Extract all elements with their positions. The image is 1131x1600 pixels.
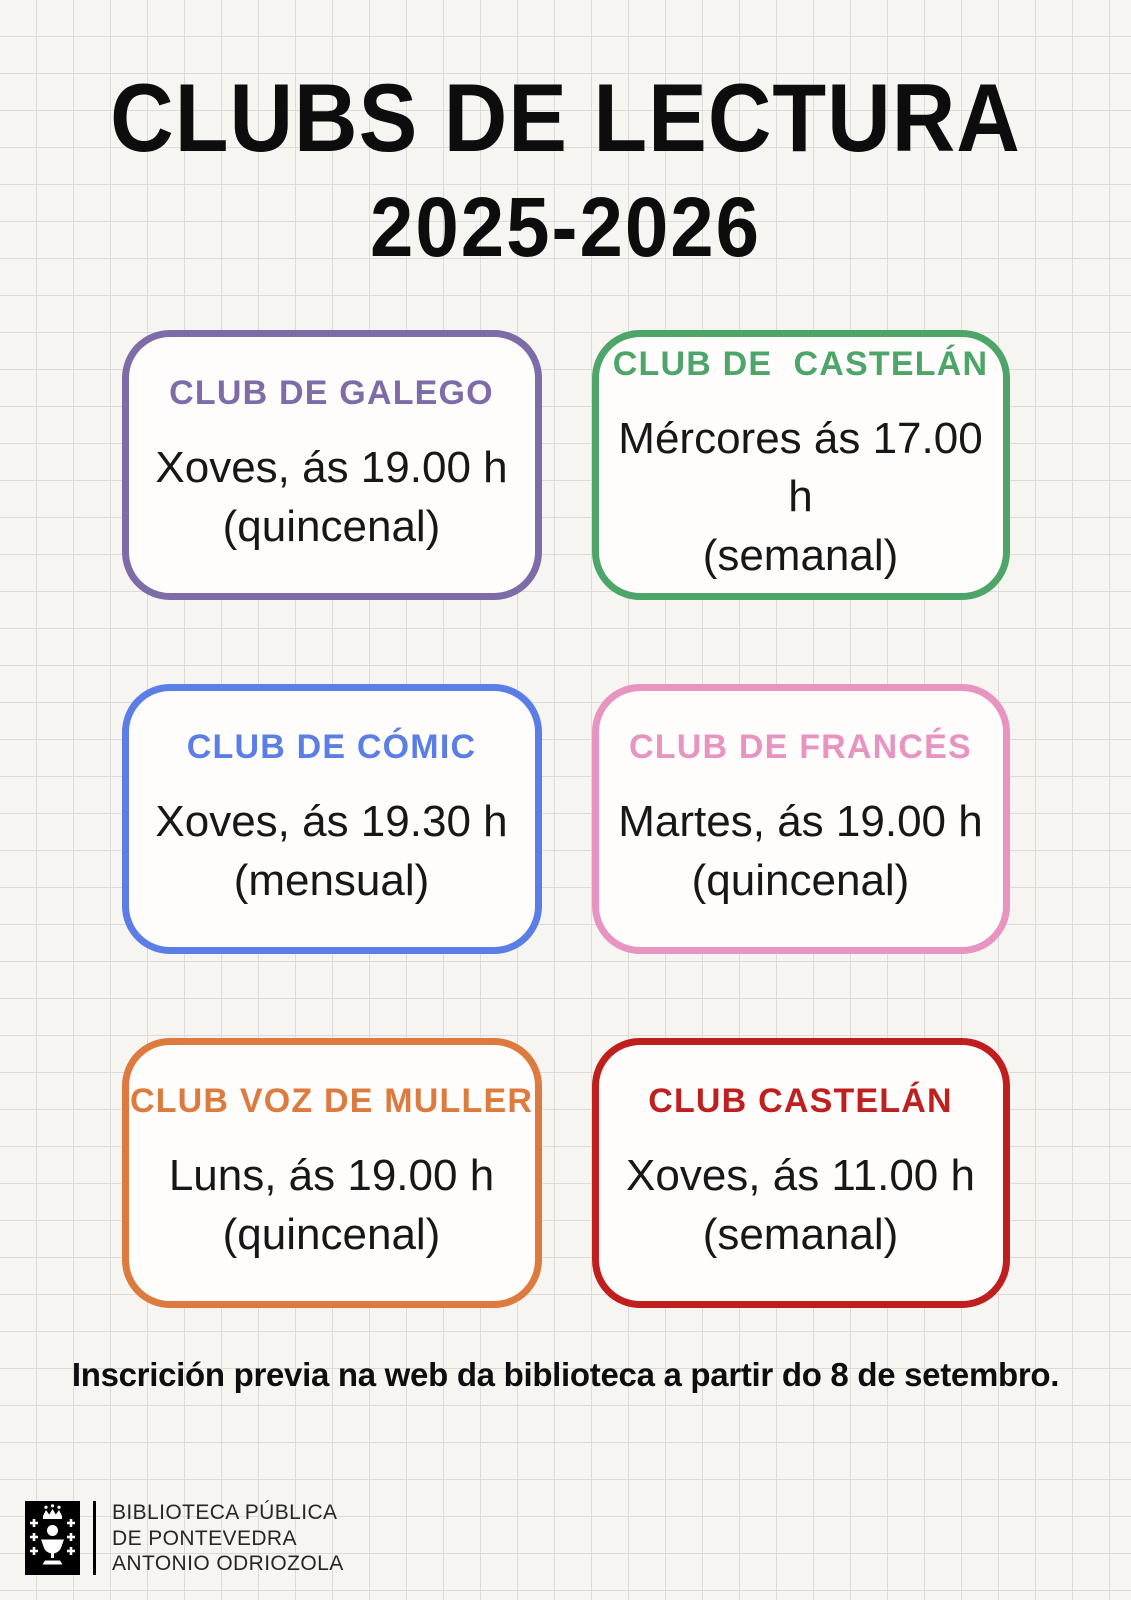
library-footer: BIBLIOTECA PÚBLICA DE PONTEVEDRA ANTONIO… [25, 1500, 344, 1577]
club-schedule: Mércores ás 17.00 h [618, 414, 983, 522]
poster-title: CLUBS DE LECTURA [110, 63, 1021, 172]
club-schedule: Xoves, ás 19.00 h [155, 443, 508, 493]
club-card-comic: CLUB DE CÓMIC Xoves, ás 19.30 h (mensual… [121, 684, 542, 954]
club-card-frances: CLUB DE FRANCÉS Martes, ás 19.00 h (quin… [591, 684, 1010, 954]
registration-note: Inscrición previa na web da biblioteca a… [71, 1356, 1060, 1393]
club-name: CLUB DE GALEGO [169, 374, 494, 413]
club-schedule: Luns, ás 19.00 h [168, 1151, 495, 1201]
club-frequency: (quincenal) [691, 855, 910, 905]
club-frequency: (semanal) [702, 530, 899, 580]
club-name: CLUB CASTELÁN [648, 1082, 953, 1121]
club-card-galego: CLUB DE GALEGO Xoves, ás 19.00 h (quince… [121, 330, 542, 600]
club-frequency: (quincenal) [222, 501, 441, 551]
club-schedule: Martes, ás 19.00 h [618, 797, 983, 847]
club-schedule: Xoves, ás 19.30 h [155, 797, 508, 847]
club-card-castelan: CLUB CASTELÁN Xoves, ás 11.00 h (semanal… [591, 1038, 1010, 1308]
library-name: BIBLIOTECA PÚBLICA DE PONTEVEDRA ANTONIO… [112, 1500, 344, 1577]
club-name: CLUB DE FRANCÉS [629, 728, 972, 767]
poster-header: CLUBS DE LECTURA 2025-2026 [0, 62, 1131, 274]
club-frequency: (quincenal) [222, 1209, 441, 1259]
poster-subtitle-years: 2025-2026 [369, 179, 761, 275]
club-name: CLUB DE CÓMIC [186, 728, 477, 767]
club-frequency: (semanal) [702, 1209, 899, 1259]
library-name-line1: BIBLIOTECA PÚBLICA [112, 1501, 338, 1524]
club-frequency: (mensual) [233, 855, 430, 905]
club-name: CLUB DE CASTELÁN [612, 345, 989, 384]
library-name-line2: DE PONTEVEDRA [112, 1526, 297, 1550]
library-name-line3: ANTONIO ODRIOZOLA [112, 1552, 344, 1575]
club-card-de-castelan: CLUB DE CASTELÁN Mércores ás 17.00 h (se… [591, 330, 1010, 600]
club-schedule: Xoves, ás 11.00 h [626, 1151, 975, 1201]
club-cards-grid: CLUB DE GALEGO Xoves, ás 19.00 h (quince… [121, 330, 1010, 1308]
club-card-voz-de-muller: CLUB VOZ DE MULLER Luns, ás 19.00 h (qui… [121, 1038, 542, 1308]
club-name: CLUB VOZ DE MULLER [129, 1082, 534, 1121]
footer-divider [93, 1501, 96, 1576]
galicia-coat-of-arms-icon [25, 1501, 80, 1576]
